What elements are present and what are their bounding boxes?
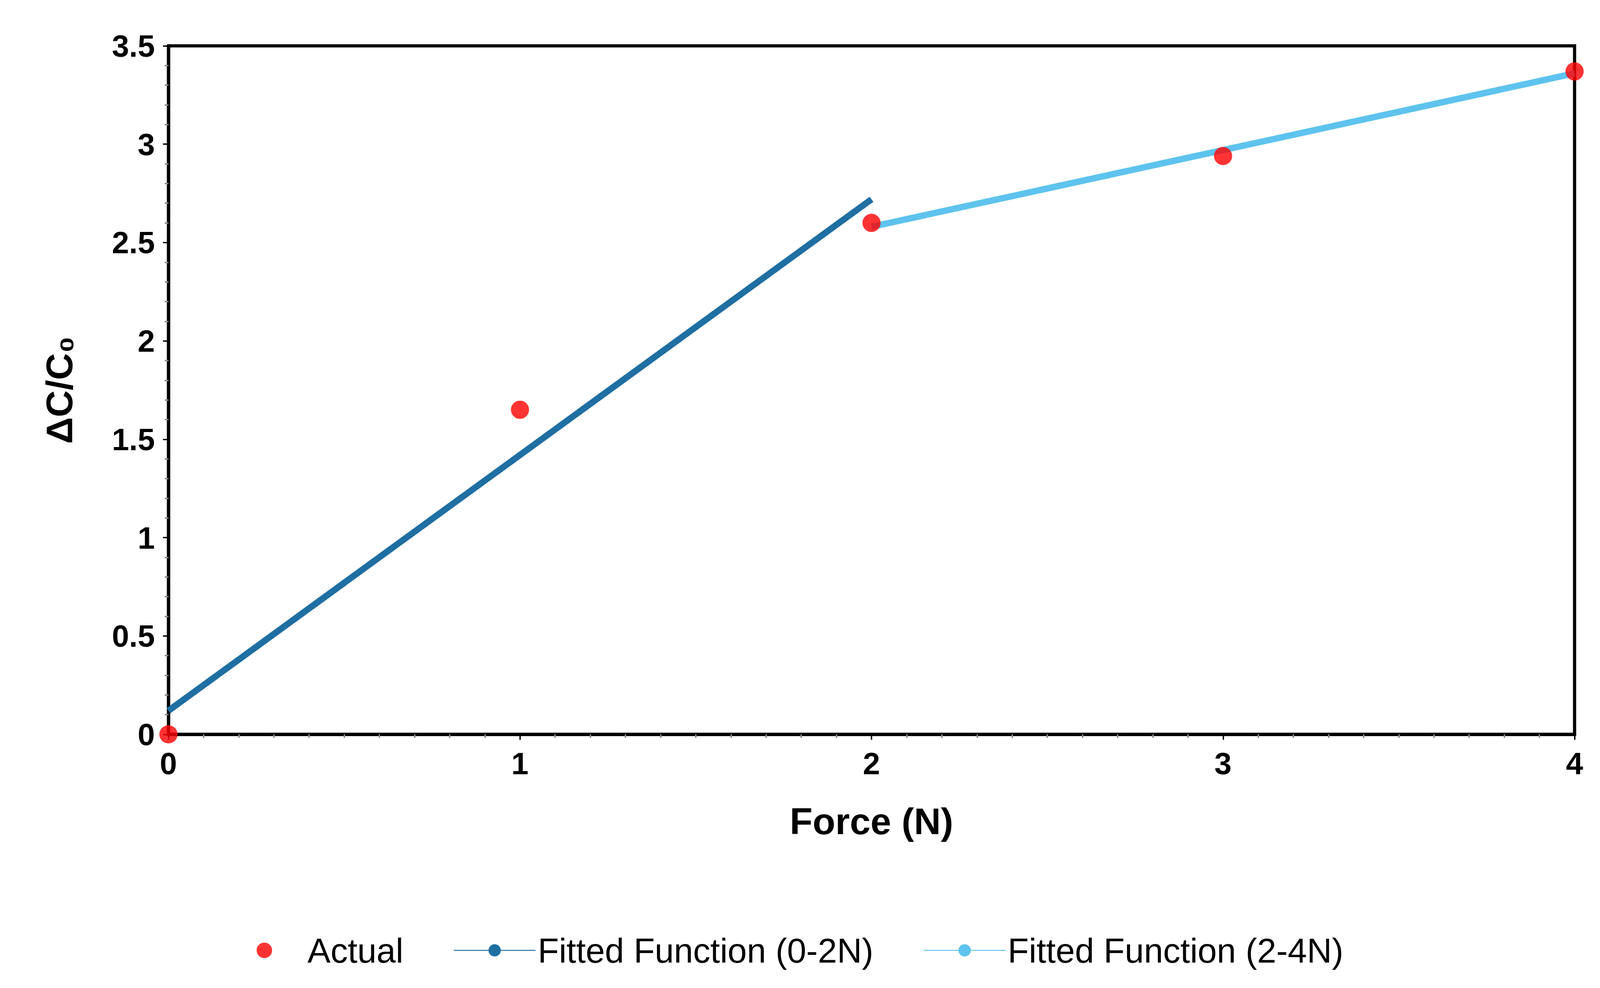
svg-text:3.5: 3.5 xyxy=(111,28,155,64)
svg-text:2: 2 xyxy=(137,323,155,359)
svg-text:Fitted Function (2-4N): Fitted Function (2-4N) xyxy=(1007,931,1344,971)
svg-text:1.5: 1.5 xyxy=(111,422,155,457)
svg-text:3: 3 xyxy=(137,127,155,162)
svg-text:1: 1 xyxy=(137,520,155,556)
svg-text:2: 2 xyxy=(863,746,881,781)
svg-text:ΔC/C₀: ΔC/C₀ xyxy=(38,336,80,445)
svg-text:0: 0 xyxy=(137,717,155,752)
svg-text:Actual: Actual xyxy=(307,931,404,971)
svg-text:4: 4 xyxy=(1565,746,1584,781)
svg-text:0.5: 0.5 xyxy=(111,618,155,654)
svg-text:Force (N): Force (N) xyxy=(790,800,954,843)
svg-text:2.5: 2.5 xyxy=(111,225,155,260)
svg-text:Fitted Function (0-2N): Fitted Function (0-2N) xyxy=(537,931,874,971)
svg-text:3: 3 xyxy=(1214,746,1232,781)
svg-text:0: 0 xyxy=(159,746,178,781)
svg-text:1: 1 xyxy=(511,746,529,781)
